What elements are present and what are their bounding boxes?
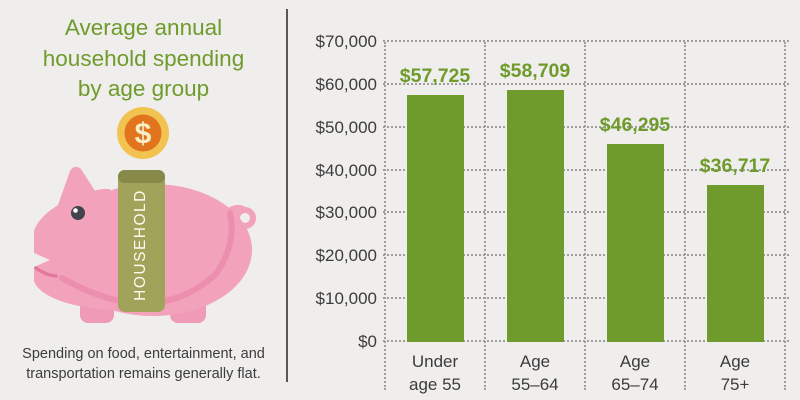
- household-band: [118, 170, 165, 312]
- x-axis-label: Age 75+: [719, 352, 751, 394]
- y-axis-label: $40,000: [315, 160, 377, 180]
- y-axis-label: $20,000: [315, 246, 377, 266]
- y-axis-label: $50,000: [315, 117, 377, 137]
- chart-bar-3: [606, 143, 664, 342]
- page-title: Average annual household spending by age…: [42, 15, 245, 102]
- gridline: [383, 211, 789, 214]
- panel-divider: [286, 9, 288, 382]
- vertical-gridline: [784, 42, 786, 390]
- gridline: [383, 168, 789, 171]
- vertical-gridline: [684, 42, 686, 390]
- pig-belly-arc: [59, 210, 235, 307]
- y-axis-label: $30,000: [315, 203, 377, 223]
- gridline: [383, 40, 789, 42]
- coin-face: [124, 114, 162, 152]
- piggy-bank-illustration: HOUSEHOLD $: [34, 107, 256, 323]
- vertical-gridline: [484, 42, 486, 390]
- footnote: Spending on food, entertainment, and tra…: [22, 346, 265, 382]
- chart-bar-1: [406, 94, 464, 342]
- vertical-gridline: [584, 42, 586, 390]
- gridline: [383, 254, 789, 257]
- y-axis-label: $0: [358, 332, 377, 351]
- gridline: [383, 297, 789, 300]
- coin-slot: [118, 170, 165, 183]
- gridline: [383, 82, 789, 85]
- x-axis-label: Under age 55: [409, 352, 461, 394]
- bar-value-label: $58,709: [499, 60, 571, 83]
- gridline: [383, 125, 789, 128]
- vertical-gridline: [384, 42, 386, 390]
- pig-mouth: [34, 266, 58, 278]
- pig-eye: [71, 206, 85, 220]
- pig-eye-highlight: [73, 208, 78, 213]
- chart-bar-4: [706, 184, 764, 342]
- x-axis-label: Age 55–64: [511, 352, 559, 394]
- band-label: HOUSEHOLD: [132, 189, 149, 301]
- pig-head: [34, 189, 110, 310]
- bar-chart: $57,725 Under age 55 $58,709 Age 55–64 $46,2…: [383, 40, 789, 394]
- x-axis-label: Age 65–74: [611, 352, 659, 394]
- dollar-icon: $: [135, 118, 152, 151]
- chart-bar-2: [506, 90, 564, 342]
- left-panel: Average annual household spending by age…: [0, 0, 287, 400]
- bar-value-label: $36,717: [699, 154, 771, 177]
- bar-value-label: $46,295: [599, 113, 671, 136]
- bar-value-label: $57,725: [399, 64, 471, 87]
- gridline: [383, 340, 789, 342]
- y-axis-label: $60,000: [315, 74, 377, 94]
- y-axis: $0 $10,000 $20,000 $30,000 $40,000 $50,000 $60…: [295, 32, 377, 351]
- y-axis-label: $70,000: [315, 32, 377, 51]
- y-axis-label: $10,000: [315, 289, 377, 309]
